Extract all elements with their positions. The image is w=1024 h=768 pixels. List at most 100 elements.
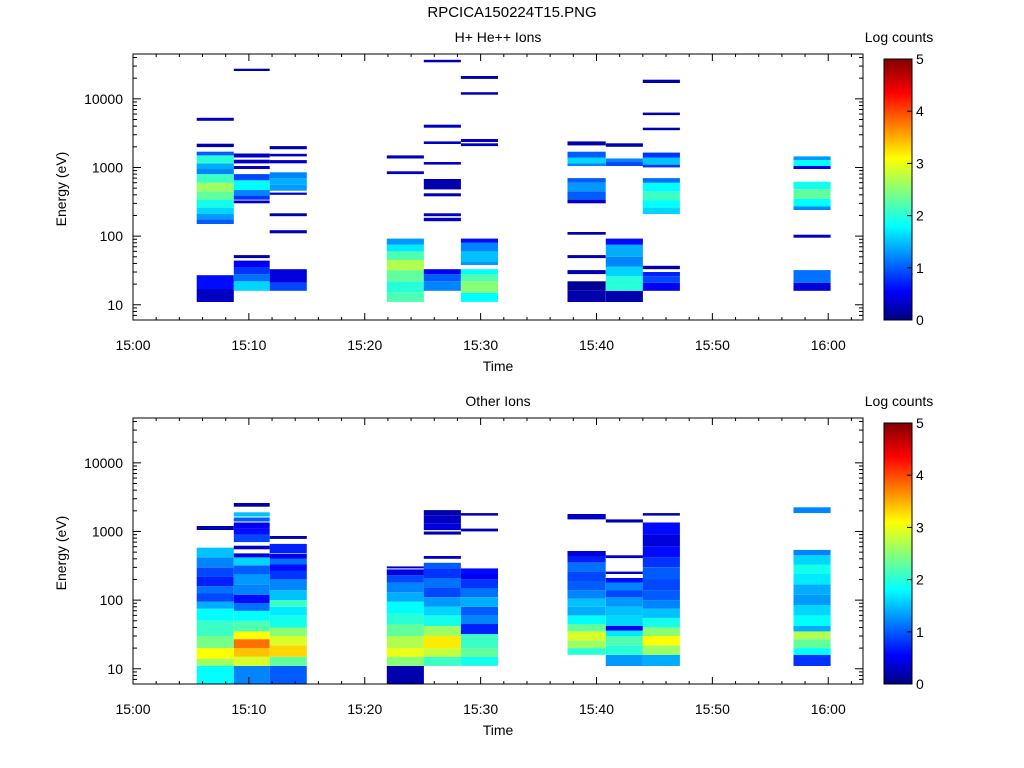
heatmap-cell	[233, 68, 270, 71]
heatmap-cell	[423, 179, 461, 190]
heatmap-cell	[460, 528, 498, 532]
heatmap-cell	[233, 603, 270, 611]
heatmap-cell	[196, 547, 234, 558]
heatmap-cell	[605, 162, 643, 166]
heatmap-cell	[269, 160, 307, 164]
plot-frame	[132, 417, 864, 685]
heatmap-cell	[605, 244, 643, 257]
heatmap-cell	[567, 290, 606, 302]
heatmap-cell	[233, 620, 270, 632]
heatmap-cell	[460, 568, 498, 574]
heatmap-cell	[196, 163, 234, 169]
heatmap-cell	[233, 180, 270, 190]
heatmap-cell	[386, 155, 424, 159]
heatmap-cell	[567, 270, 606, 275]
heatmap-cell	[642, 579, 680, 591]
heatmap-cell	[269, 554, 307, 559]
heatmap-cell	[642, 112, 680, 116]
heatmap-cell	[269, 564, 307, 571]
panel-title: H+ He++ Ions	[455, 29, 542, 45]
heatmap-cell	[269, 570, 307, 580]
x-axis: 15:00 15:10 15:20 15:30 15:40 15:50 16:00	[115, 418, 852, 717]
x-tick-label: 16:00	[811, 701, 846, 717]
heatmap-cell	[793, 549, 831, 556]
heatmap-cell	[642, 79, 680, 83]
heatmap-cell	[460, 579, 498, 589]
x-tick-label: 15:50	[695, 337, 730, 353]
heatmap-cell	[196, 275, 234, 289]
heatmap-cell	[793, 282, 831, 291]
heatmap-cell	[269, 213, 307, 217]
heatmap-cell	[793, 234, 831, 238]
heatmap-cell	[642, 513, 680, 516]
heatmap-cell	[423, 213, 461, 217]
heatmap-cell	[642, 590, 680, 601]
heatmap-cell	[386, 569, 424, 576]
heatmap-cell	[233, 545, 270, 550]
heatmap-cell	[460, 623, 498, 635]
heatmap-cell	[423, 59, 461, 63]
heatmap-cell	[233, 255, 270, 259]
heatmap-cells	[196, 503, 831, 684]
y-tick-label: 10	[107, 661, 123, 677]
heatmap-cell	[567, 556, 606, 563]
heatmap-cell	[233, 565, 270, 575]
colorbar-label: Log counts	[865, 393, 934, 409]
colorbar-tick-label: 3	[916, 155, 924, 171]
heatmap-cell	[196, 601, 234, 609]
heatmap-cell	[233, 553, 270, 558]
heatmap-cell	[460, 242, 498, 252]
heatmap-cell	[793, 189, 831, 199]
colorbar-tick-label: 1	[916, 624, 924, 640]
heatmap-cell	[642, 191, 680, 201]
heatmap-cell	[423, 636, 461, 649]
heatmap-cell	[460, 292, 498, 302]
heatmap-cell	[793, 605, 831, 616]
heatmap-cell	[567, 191, 606, 200]
heatmap-cell	[233, 656, 270, 666]
heatmap-cell	[567, 157, 606, 164]
heatmap-cell	[233, 528, 270, 535]
heatmap-cell	[567, 163, 606, 166]
heatmap-cell	[196, 207, 234, 214]
heatmap-cell	[269, 590, 307, 601]
heatmap-cell	[196, 567, 234, 577]
heatmap-cell	[642, 522, 680, 535]
heatmap-cell	[386, 171, 424, 175]
colorbar-tick-label: 0	[916, 312, 924, 328]
heatmap-cell	[196, 199, 234, 208]
heatmap-cell	[460, 574, 498, 580]
x-tick-label: 15:50	[695, 701, 730, 717]
heatmap-cell	[567, 623, 606, 632]
heatmap-cell	[460, 274, 498, 282]
heatmap-cell	[233, 503, 270, 507]
plot-frame	[132, 53, 864, 321]
heatmap-cell	[567, 255, 606, 259]
heatmap-cell	[233, 281, 270, 291]
heatmap-cell	[605, 266, 643, 277]
heatmap-cell	[567, 232, 606, 235]
x-tick-label: 15:20	[347, 701, 382, 717]
heatmap-cell	[423, 648, 461, 657]
heatmap-cell	[269, 184, 307, 191]
heatmap-cell	[642, 207, 680, 214]
heatmap-cell	[269, 656, 307, 666]
heatmap-cell	[605, 606, 643, 616]
colorbar-tick-label: 5	[916, 415, 924, 431]
heatmap-cell	[269, 536, 307, 539]
heatmap-cell	[460, 143, 498, 147]
heatmap-cell	[196, 182, 234, 192]
heatmap-cell	[269, 627, 307, 636]
heatmap-cell	[793, 584, 831, 595]
heatmap-cell	[423, 510, 461, 516]
heatmap-cell	[233, 517, 270, 522]
heatmap-cell	[269, 615, 307, 628]
heatmap-cells	[196, 59, 831, 302]
colorbar-tick-label: 4	[916, 467, 924, 483]
heatmap-cell	[196, 169, 234, 175]
heatmap-cell	[642, 178, 680, 183]
heatmap-cell	[196, 191, 234, 200]
colorbar-tick-label: 0	[916, 676, 924, 692]
